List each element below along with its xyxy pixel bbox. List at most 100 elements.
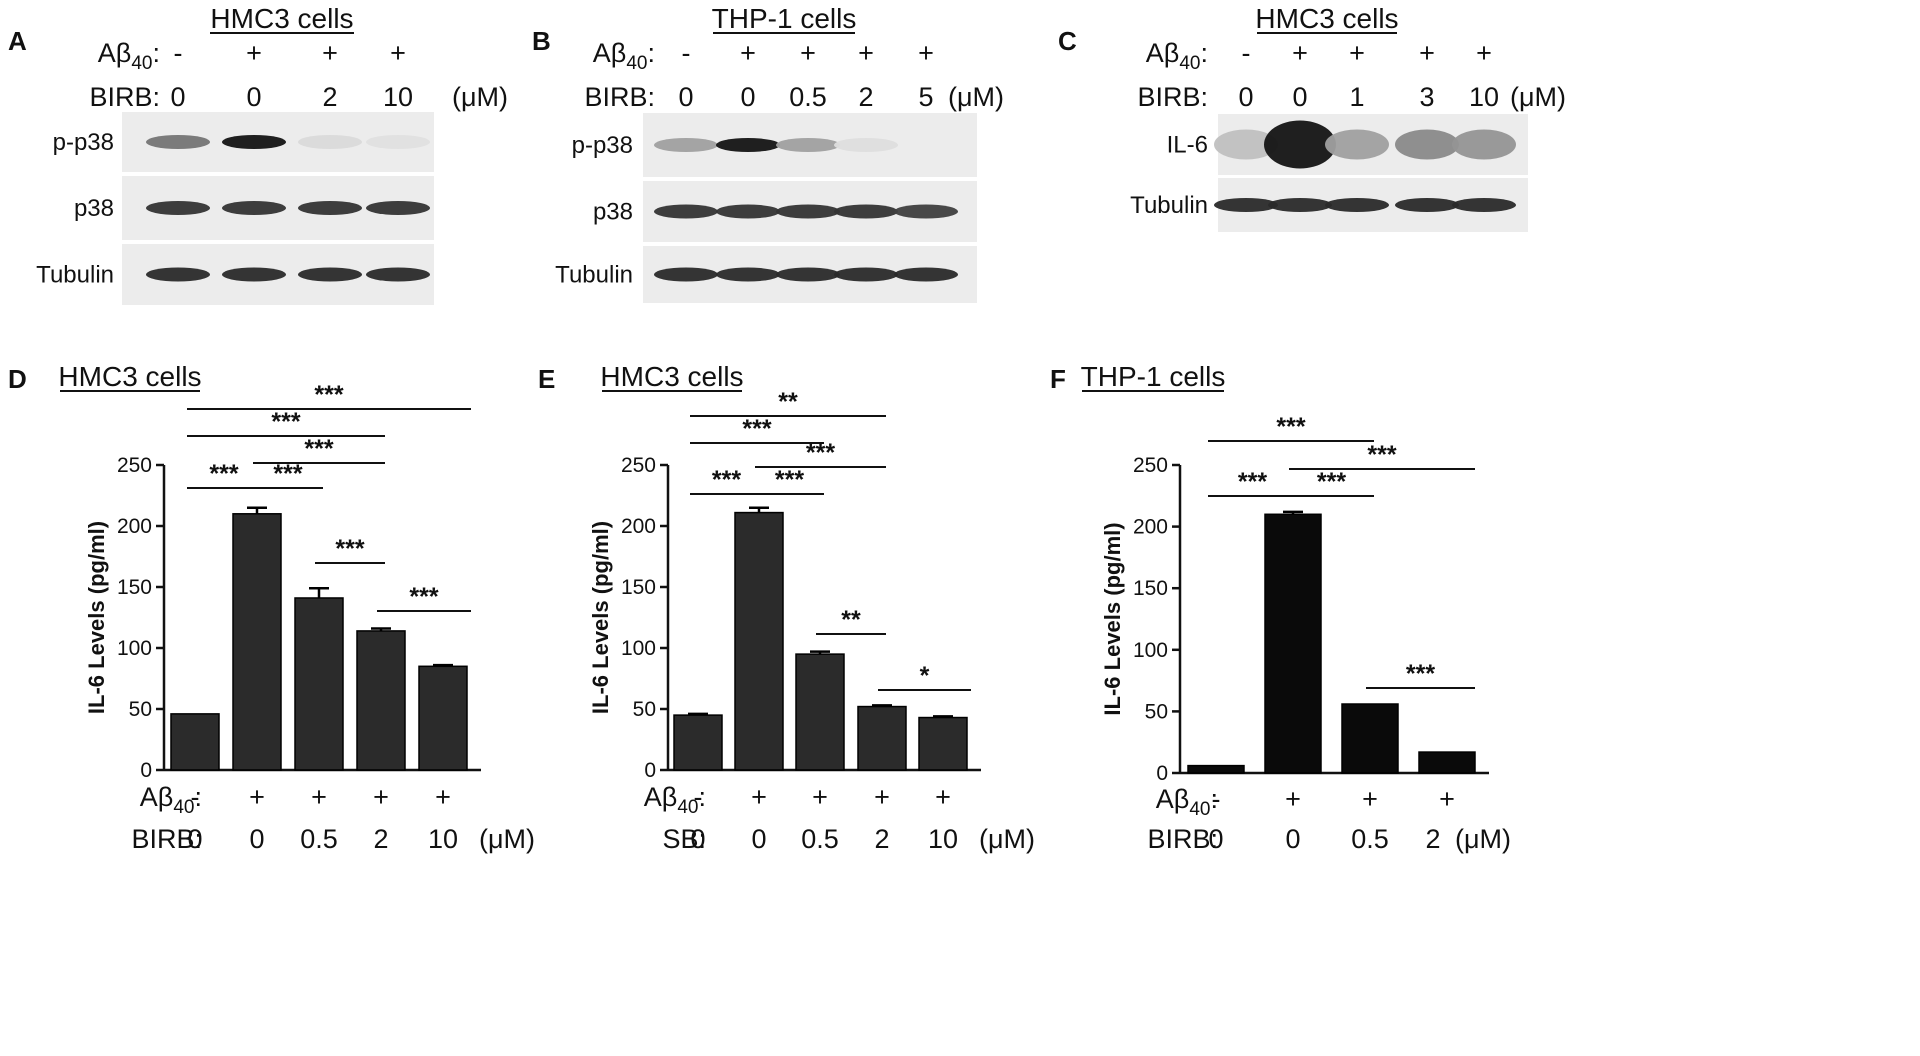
dose-value: 10 [428, 824, 458, 854]
y-tick-label: 50 [129, 698, 152, 721]
abeta-value: + [812, 782, 828, 812]
abeta-label-sub: 40 [131, 53, 152, 74]
bar [918, 716, 968, 771]
bar [1341, 703, 1399, 774]
abeta-label: Aβ40: [644, 782, 706, 818]
blot-band [298, 267, 362, 282]
blot-label: Tubulin [1130, 192, 1208, 219]
y-tick-label: 100 [621, 637, 656, 660]
blot-band [1268, 198, 1332, 212]
y-tick-label: 100 [1133, 639, 1168, 662]
abeta-value: + [740, 38, 756, 68]
blot-band [1325, 198, 1389, 212]
dose-value: 3 [1419, 82, 1434, 112]
bar [857, 705, 907, 771]
blot-band [146, 135, 210, 149]
blot-band [1452, 129, 1516, 160]
blot-band [834, 267, 898, 282]
dose-value: 0 [690, 824, 705, 854]
bar [232, 513, 282, 771]
blot-band [1325, 129, 1389, 160]
abeta-value: - [174, 38, 183, 68]
abeta-label-colon: : [698, 782, 706, 812]
dose-value: 0.5 [1351, 824, 1389, 854]
blot-strip [122, 112, 434, 172]
chart-title: HMC3 cells [58, 361, 201, 392]
abeta-label-colon: : [1210, 784, 1218, 814]
significance-label: *** [712, 466, 741, 494]
abeta-label-colon: : [194, 782, 202, 812]
abeta-value: + [1285, 784, 1301, 814]
dose-value: 2 [322, 82, 337, 112]
bar [356, 630, 406, 771]
dose-value: 2 [373, 824, 388, 854]
dose-value: 0.5 [300, 824, 338, 854]
blot-band [1395, 129, 1459, 160]
blot-strip [643, 113, 977, 177]
abeta-value: + [1292, 38, 1308, 68]
blot-band [298, 201, 362, 215]
bar [734, 511, 784, 771]
panel-title: HMC3 cells [1255, 3, 1398, 34]
blot-band [366, 267, 430, 282]
blot-label: Tubulin [555, 262, 633, 289]
blot-strip [1214, 178, 1528, 232]
blot-band [894, 204, 958, 219]
dose-value: 0 [740, 82, 755, 112]
abeta-label-sub: 40 [1179, 53, 1200, 74]
abeta-label-colon: : [647, 38, 655, 68]
dose-value: 0 [1208, 824, 1223, 854]
panel-letter: A [8, 26, 27, 56]
abeta-label-colon: : [1200, 38, 1208, 68]
significance-label: *** [273, 460, 302, 488]
abeta-value: - [694, 782, 703, 812]
significance-label: *** [742, 415, 771, 443]
abeta-value: - [191, 782, 200, 812]
abeta-value: + [918, 38, 934, 68]
abeta-value: + [311, 782, 327, 812]
panel-c: C HMC3 cells Aβ40: BIRB: - + + + +0 0 1 3 10 (μM) IL-6… [1058, 3, 1566, 232]
significance-label: *** [271, 408, 300, 436]
dose-value: 0 [187, 824, 202, 854]
blot-band [776, 204, 840, 219]
abeta-value: + [874, 782, 890, 812]
abeta-value: + [800, 38, 816, 68]
blot-band [776, 138, 840, 152]
blot-label: p38 [593, 199, 633, 226]
blot-band [834, 204, 898, 219]
bar [294, 597, 344, 771]
y-tick-label: 50 [1145, 700, 1168, 723]
bar [418, 665, 468, 771]
blot-band [834, 138, 898, 152]
blot-label: p-p38 [572, 132, 633, 159]
blot-label: p38 [74, 195, 114, 222]
blot-band [716, 204, 780, 219]
abeta-value: + [751, 782, 767, 812]
significance-label: *** [335, 535, 364, 563]
unit-label: (μM) [452, 82, 508, 112]
abeta-label-main: Aβ [1156, 784, 1190, 814]
significance-label: *** [304, 435, 333, 463]
blot-strip [643, 246, 977, 303]
abeta-label: Aβ40: [140, 782, 202, 818]
abeta-value: - [682, 38, 691, 68]
blot-band [776, 267, 840, 282]
bar [795, 653, 845, 771]
blot-band [146, 267, 210, 282]
abeta-value: - [1242, 38, 1251, 68]
abeta-value: + [390, 38, 406, 68]
unit-label: (μM) [948, 82, 1004, 112]
dose-value: 2 [858, 82, 873, 112]
abeta-label-main: Aβ [644, 782, 678, 812]
dose-value: 0 [1285, 824, 1300, 854]
abeta-value: + [1476, 38, 1492, 68]
blot-band [1214, 198, 1278, 212]
unit-label: (μM) [479, 824, 535, 854]
abeta-value: + [322, 38, 338, 68]
y-tick-label: 250 [117, 454, 152, 477]
dose-value: 0 [246, 82, 261, 112]
blot-band [366, 201, 430, 215]
dose-value: 5 [918, 82, 933, 112]
